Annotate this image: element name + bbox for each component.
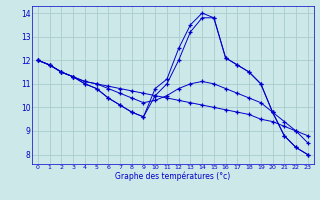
X-axis label: Graphe des températures (°c): Graphe des températures (°c)	[115, 172, 230, 181]
